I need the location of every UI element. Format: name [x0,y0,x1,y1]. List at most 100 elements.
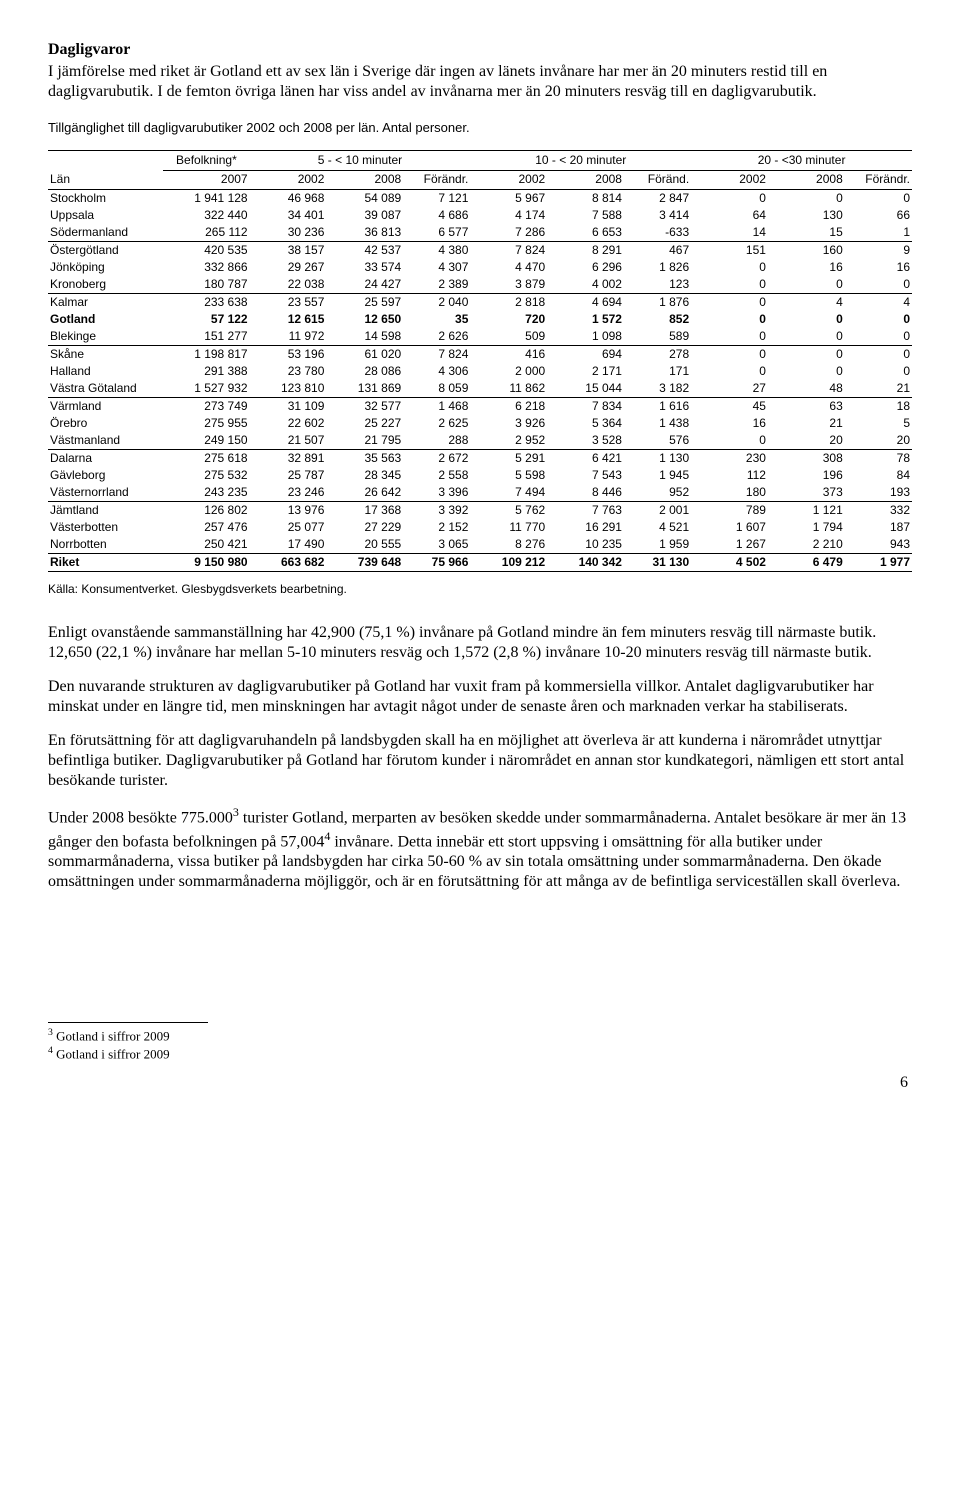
cell: 38 157 [250,242,327,260]
table-row: Uppsala322 44034 40139 0874 6864 1747 58… [48,207,912,224]
cell: 2 952 [470,432,547,450]
cell: 1 794 [768,519,845,536]
cell: 1 198 817 [163,346,249,364]
cell: 26 642 [326,484,403,502]
cell: 7 834 [547,398,624,416]
cell: 7 286 [470,224,547,242]
group-header: Befolkning* [163,151,249,171]
cell: 249 150 [163,432,249,450]
cell: 17 368 [326,502,403,520]
table-head: Befolkning* 5 - < 10 minuter 10 - < 20 m… [48,151,912,190]
cell: 1 572 [547,311,624,328]
cell: 257 476 [163,519,249,536]
cell: 273 749 [163,398,249,416]
cell: 22 602 [250,415,327,432]
group-header: 5 - < 10 minuter [250,151,471,171]
cell: 187 [845,519,912,536]
cell: 57 122 [163,311,249,328]
cell: 23 780 [250,363,327,380]
table-row: Västernorrland243 23523 24626 6423 3967 … [48,484,912,502]
cell: 36 813 [326,224,403,242]
cell: 0 [768,363,845,380]
cell: 0 [845,363,912,380]
cell: 2 847 [624,190,691,208]
cell: 25 077 [250,519,327,536]
cell: 54 089 [326,190,403,208]
cell: 14 [691,224,768,242]
cell: 20 555 [326,536,403,554]
cell: 15 044 [547,380,624,398]
cell: 2 040 [403,294,470,312]
row-label: Halland [48,363,163,380]
row-label: Västernorrland [48,484,163,502]
cell: 1 977 [845,554,912,572]
table-body: Stockholm1 941 12846 96854 0897 1215 967… [48,190,912,572]
cell: 4 686 [403,207,470,224]
cell: 151 277 [163,328,249,346]
cell: 4 380 [403,242,470,260]
cell: 275 955 [163,415,249,432]
cell: 28 345 [326,467,403,484]
cell: 123 810 [250,380,327,398]
cell: 8 291 [547,242,624,260]
cell: 243 235 [163,484,249,502]
cell: 31 109 [250,398,327,416]
cell: 193 [845,484,912,502]
cell: 2 558 [403,467,470,484]
cell: 1 616 [624,398,691,416]
cell: 291 388 [163,363,249,380]
cell: 4 306 [403,363,470,380]
col-header: Föränd. [624,171,691,190]
cell: 308 [768,450,845,468]
cell: 15 [768,224,845,242]
row-label: Västmanland [48,432,163,450]
cell: 789 [691,502,768,520]
accessibility-table: Befolkning* 5 - < 10 minuter 10 - < 20 m… [48,150,912,572]
col-header: 2008 [326,171,403,190]
cell: 17 490 [250,536,327,554]
cell: 180 787 [163,276,249,294]
cell: 250 421 [163,536,249,554]
col-header: 2002 [691,171,768,190]
table-row: Värmland273 74931 10932 5771 4686 2187 8… [48,398,912,416]
cell: 288 [403,432,470,450]
cell: 16 [845,259,912,276]
cell: 7 824 [403,346,470,364]
cell: 53 196 [250,346,327,364]
cell: 275 618 [163,450,249,468]
cell: 233 638 [163,294,249,312]
cell: 694 [547,346,624,364]
cell: 0 [691,190,768,208]
cell: 6 653 [547,224,624,242]
cell: 3 065 [403,536,470,554]
cell: 4 [768,294,845,312]
cell: 21 [845,380,912,398]
table-row: Södermanland265 11230 23636 8136 5777 28… [48,224,912,242]
cell: 0 [691,294,768,312]
cell: 4 307 [403,259,470,276]
section-title: Dagligvaror [48,40,912,60]
cell: 720 [470,311,547,328]
col-header: 2008 [768,171,845,190]
cell: 7 588 [547,207,624,224]
cell: 2 152 [403,519,470,536]
cell: 4 521 [624,519,691,536]
cell: 0 [845,190,912,208]
cell: 0 [768,328,845,346]
cell: 35 [403,311,470,328]
cell: 0 [691,363,768,380]
cell: 2 818 [470,294,547,312]
cell: 0 [691,311,768,328]
cell: 84 [845,467,912,484]
cell: 123 [624,276,691,294]
cell: 322 440 [163,207,249,224]
cell: 25 597 [326,294,403,312]
cell: 2 625 [403,415,470,432]
body-paragraph-3: En förutsättning för att dagligvaruhande… [48,731,912,791]
cell: 109 212 [470,554,547,572]
cell: 1 945 [624,467,691,484]
table-row: Gotland57 12212 61512 650357201 57285200… [48,311,912,328]
cell: 20 [768,432,845,450]
table-row: Stockholm1 941 12846 96854 0897 1215 967… [48,190,912,208]
table-row: Dalarna275 61832 89135 5632 6725 2916 42… [48,450,912,468]
